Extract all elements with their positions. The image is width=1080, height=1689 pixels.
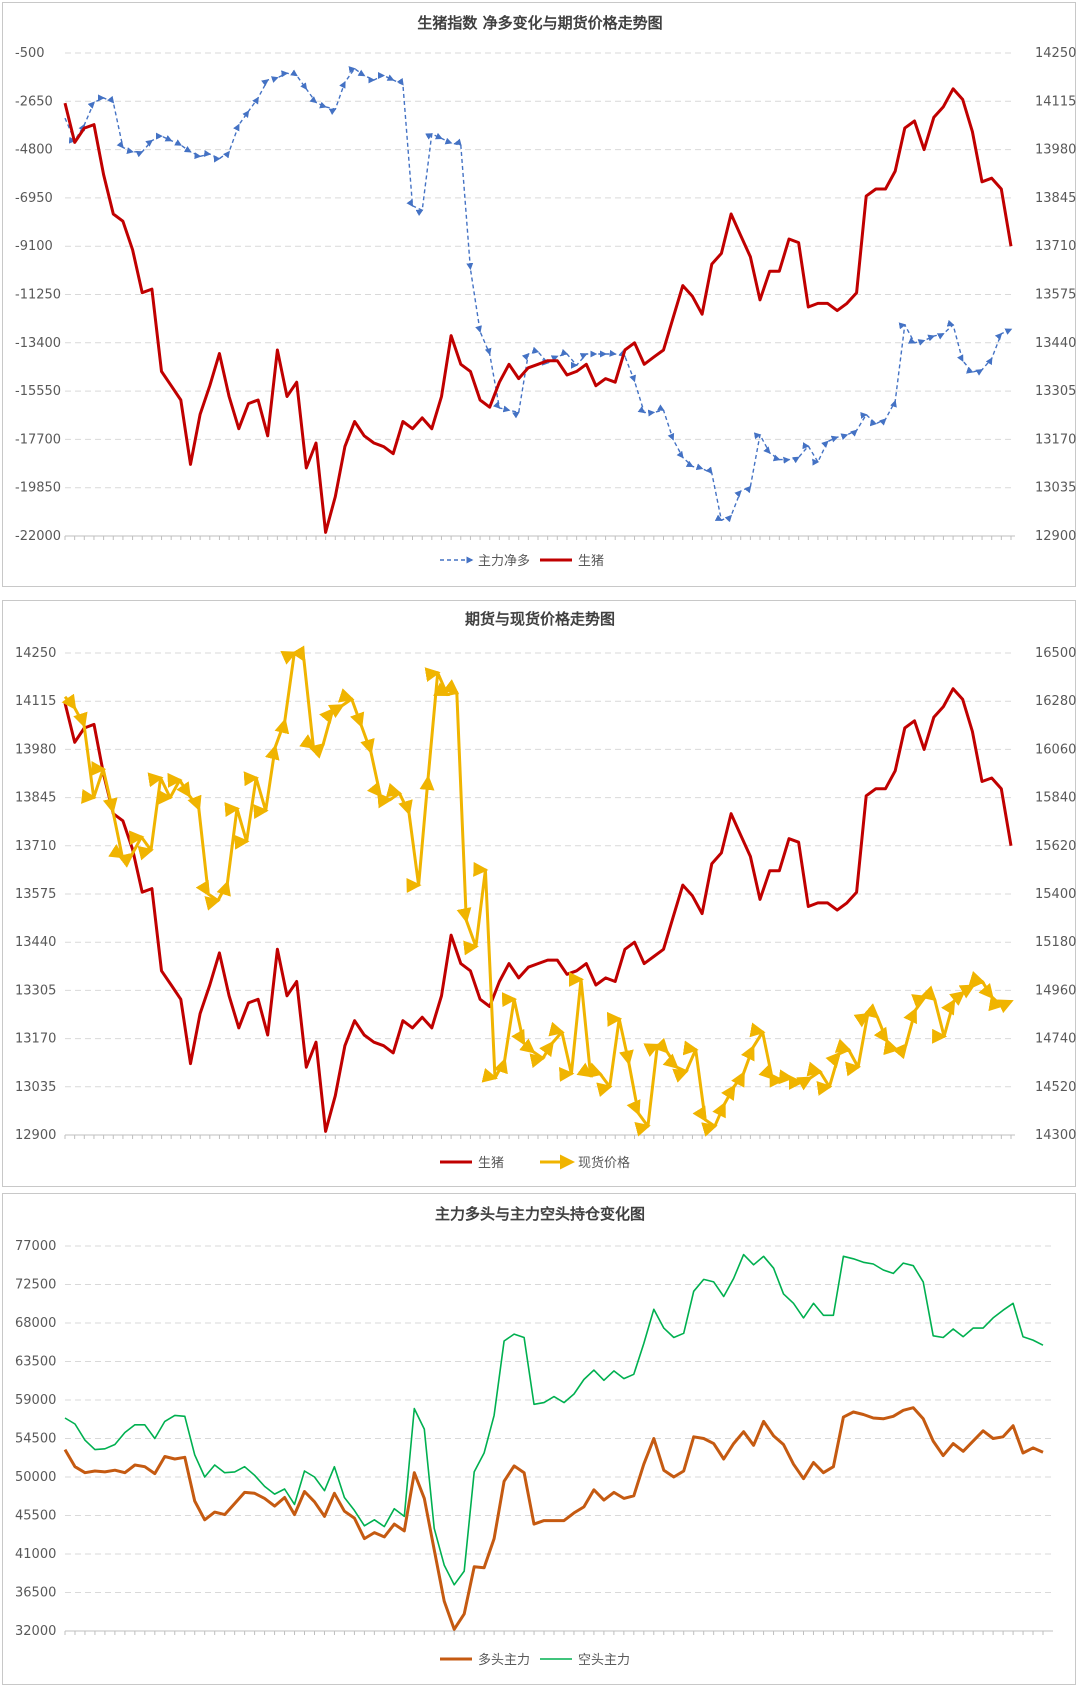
y-right-tick-label: 14740 [1035,1032,1076,1047]
y-left-tick-label: 13845 [15,791,56,806]
y-right-tick-label: 15180 [1035,935,1076,950]
y-left-tick-label: 72500 [15,1278,56,1293]
y-right-tick-label: 13710 [1035,239,1076,254]
y-left-tick-label: -22000 [15,529,61,544]
y-left-tick-label: 14250 [15,646,56,661]
legend-label: 现货价格 [578,1155,630,1171]
y-left-tick-label: 54500 [15,1432,56,1447]
series-line-1 [64,66,1013,523]
x-axis-ticks [64,1631,1044,1635]
y-left-tick-label: -4800 [15,143,53,158]
y-left-tick-label: 45500 [15,1509,56,1524]
chart-panel-net-long: 生猪指数 净多变化与期货价格走势图 -500 -2650 -4800 -6950 -91… [2,2,1076,587]
y-left-tick-label: 32000 [15,1624,56,1639]
y-right-tick-label: 15840 [1035,791,1076,806]
legend-label: 生猪 [578,554,604,569]
y-left-tick-label: -15550 [15,384,61,399]
y-right-tick-label: 13575 [1035,288,1076,303]
chart-panel-positions: 主力多头与主力空头持仓变化图 77000 72500 68000 63500 59000… [2,1193,1076,1685]
chart-panel-futures-spot: 期货与现货价格走势图 14250 14115 13980 13845 13710 1357… [2,600,1076,1187]
gridlines [65,1245,1053,1632]
y-right-tick-label: 15620 [1035,839,1076,854]
y-right-tick-label: 14115 [1035,94,1076,109]
chart-svg-net-long: 生猪指数 净多变化与期货价格走势图 -500 -2650 -4800 -6950 -91… [15,14,1076,569]
legend-label: 空头主力 [578,1653,630,1668]
y-left-tick-label: 13575 [15,887,56,902]
y-left-tick-label: 13305 [15,983,56,998]
chart-title: 主力多头与主力空头持仓变化图 [435,1205,645,1223]
y-left-tick-label: 36500 [15,1586,56,1601]
y-right-tick-label: 13440 [1035,336,1076,351]
chart-title: 期货与现货价格走势图 [465,610,615,628]
y-left-tick-label: -9100 [15,239,53,254]
series-line-2 [61,645,1014,1137]
series-line-1 [63,687,1013,1133]
y-left-tick-label: -11250 [15,288,61,303]
legend-label: 主力净多 [478,553,530,569]
y-right-tick-label: 13035 [1035,481,1076,496]
series-line-2 [63,87,1013,534]
y-right-tick-label: 14250 [1035,46,1076,61]
y-right-tick-label: 16500 [1035,646,1076,661]
y-left-tick-label: -17700 [15,432,61,447]
y-left-tick-label: 13980 [15,742,56,757]
y-left-tick-label: 77000 [15,1239,56,1254]
y-left-tick-label: 13035 [15,1080,56,1095]
y-left-tick-label: 68000 [15,1316,56,1331]
legend: 多头主力 空头主力 [440,1652,630,1668]
y-left-tick-label: 13440 [15,935,56,950]
y-right-tick-label: 15400 [1035,887,1076,902]
x-axis-ticks [64,536,1012,540]
legend: 生猪 现货价格 [440,1154,630,1171]
y-right-tick-label: 16060 [1035,742,1076,757]
y-left-tick-label: -13400 [15,336,61,351]
chart-svg-futures-spot: 期货与现货价格走势图 14250 14115 13980 13845 13710 1357… [15,610,1076,1171]
y-right-tick-label: 16280 [1035,694,1076,709]
chart-svg-positions: 主力多头与主力空头持仓变化图 77000 72500 68000 63500 59000… [15,1205,1053,1668]
y-right-tick-label: 13980 [1035,143,1076,158]
y-right-tick-label: 13845 [1035,191,1076,206]
series-line-2 [64,1253,1044,1586]
y-left-tick-label: -19850 [15,481,61,496]
y-left-tick-label: 12900 [15,1128,56,1143]
y-left-tick-label: 14115 [15,694,56,709]
chart-title: 生猪指数 净多变化与期货价格走势图 [417,14,662,32]
x-axis-ticks [64,1135,1012,1139]
y-right-tick-label: 14300 [1035,1128,1076,1143]
y-right-tick-label: 12900 [1035,529,1076,544]
y-left-tick-label: 13170 [15,1032,56,1047]
y-left-tick-label: -6950 [15,191,53,206]
y-right-tick-label: 14520 [1035,1080,1076,1095]
y-left-tick-label: 63500 [15,1355,56,1370]
legend: 主力净多 生猪 [440,553,604,569]
y-right-tick-label: 13305 [1035,384,1076,399]
legend-label: 生猪 [478,1156,504,1171]
y-left-tick-label: 41000 [15,1547,56,1562]
y-right-tick-label: 13170 [1035,432,1076,447]
legend-label: 多头主力 [478,1652,530,1668]
y-left-tick-label: 50000 [15,1470,56,1485]
series-line-1 [63,1406,1044,1631]
y-left-tick-label: -2650 [15,94,53,109]
y-left-tick-label: -500 [15,46,45,61]
y-left-tick-label: 13710 [15,839,56,854]
gridlines [65,52,1015,537]
y-left-tick-label: 59000 [15,1393,56,1408]
y-right-tick-label: 14960 [1035,983,1076,998]
